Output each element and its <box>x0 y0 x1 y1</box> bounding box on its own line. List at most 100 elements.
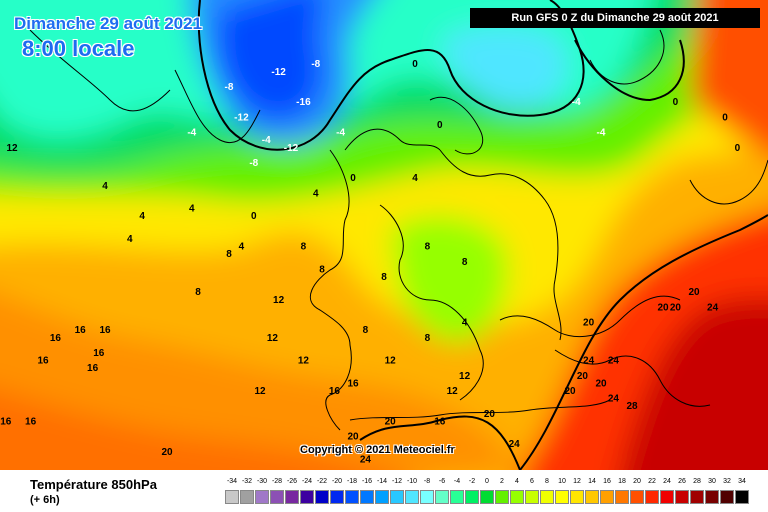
legend-swatch <box>300 490 314 504</box>
isotherm-label: -8 <box>225 82 234 93</box>
legend-tick: -12 <box>391 478 403 485</box>
isotherm-label: 4 <box>127 234 133 245</box>
isotherm-label: -12 <box>234 112 249 123</box>
isotherm-label: 8 <box>462 257 468 268</box>
isotherm-label: -4 <box>187 128 196 139</box>
isotherm-label: 12 <box>6 143 18 154</box>
isotherm-label: 16 <box>329 386 341 397</box>
map-date: Dimanche 29 août 2021 <box>14 14 203 33</box>
legend-swatch <box>480 490 494 504</box>
legend-swatch <box>675 490 689 504</box>
isotherm-label: 16 <box>25 416 37 427</box>
isotherm-labels: -8 -12 -8 -4 -12 -16 -4 -12 -8 -4 0 0 -4 -4 0 0 0 0 4 4 12 4 4… <box>0 59 740 465</box>
isotherm-label: 0 <box>350 173 356 184</box>
isotherm-zero-lines <box>197 0 768 470</box>
legend-tick: 28 <box>693 478 701 485</box>
legend-tick: -6 <box>438 478 446 485</box>
coastlines <box>29 29 768 431</box>
isotherm-label: 12 <box>254 386 266 397</box>
isotherm-label: -4 <box>262 135 271 146</box>
isotherm-label: 20 <box>688 287 700 298</box>
legend-tick: -16 <box>361 478 373 485</box>
isotherm-label: 16 <box>87 363 99 374</box>
isotherm-label: 20 <box>385 416 397 427</box>
isotherm-label: 12 <box>385 356 397 367</box>
forecast-step: (+ 6h) <box>30 494 60 506</box>
isotherm-label: -16 <box>296 97 311 108</box>
isotherm-label: 4 <box>102 181 108 192</box>
legend-tick: 24 <box>663 478 671 485</box>
isotherm-label: 0 <box>437 120 443 131</box>
isotherm-label: 20 <box>161 447 173 458</box>
legend-tick: 16 <box>603 478 611 485</box>
isotherm-label: 16 <box>93 348 105 359</box>
map-canvas: -8 -12 -8 -4 -12 -16 -4 -12 -8 -4 0 0 -4 -4 0 0 0 0 4 4 12 4 4… <box>0 0 768 470</box>
legend-tick: -24 <box>301 478 313 485</box>
legend-tick: 2 <box>500 478 504 485</box>
legend-swatch <box>585 490 599 504</box>
isotherm-label: -4 <box>597 128 606 139</box>
isotherm-label: 4 <box>462 318 468 329</box>
footer-bar: Température 850hPa (+ 6h) -34 -32 -30 -28 -2… <box>0 470 768 512</box>
legend-tick: 26 <box>678 478 686 485</box>
legend-swatch <box>540 490 554 504</box>
isotherm-label: 4 <box>239 242 245 253</box>
legend-swatch <box>450 490 464 504</box>
isotherm-label: 20 <box>577 371 589 382</box>
legend-tick: -10 <box>406 478 418 485</box>
variable-title: Température 850hPa <box>30 477 157 492</box>
legend-swatch <box>735 490 749 504</box>
run-info-banner: Run GFS 0 Z du Dimanche 29 août 2021 <box>470 8 760 28</box>
isotherm-label: 20 <box>583 318 595 329</box>
isotherm-label: -8 <box>311 59 320 70</box>
legend-tick: -32 <box>241 478 253 485</box>
legend-swatch <box>330 490 344 504</box>
legend-swatch <box>255 490 269 504</box>
legend-tick: 30 <box>708 478 716 485</box>
isotherm-label: 8 <box>301 242 307 253</box>
isotherm-label: 12 <box>459 371 471 382</box>
isotherm-label: 4 <box>189 204 195 215</box>
legend-swatch <box>225 490 239 504</box>
color-legend: -34 -32 -30 -28 -26 -24 -22 -20 -18 -16 -14 -12 -10-… <box>225 470 755 512</box>
legend-swatch <box>240 490 254 504</box>
legend-swatch <box>525 490 539 504</box>
legend-swatch <box>270 490 284 504</box>
isotherm-label: -8 <box>249 158 258 169</box>
isotherm-label: 12 <box>267 333 279 344</box>
isotherm-label: 20 <box>670 302 682 313</box>
legend-tick: -8 <box>423 478 431 485</box>
legend-swatch <box>435 490 449 504</box>
legend-tick: 10 <box>558 478 566 485</box>
legend-swatch <box>510 490 524 504</box>
legend-swatch <box>390 490 404 504</box>
isotherm-label: 4 <box>412 173 418 184</box>
isotherm-label: 28 <box>626 401 638 412</box>
legend-tick: 0 <box>485 478 489 485</box>
legend-tick: -20 <box>331 478 343 485</box>
isotherm-label: 8 <box>381 272 387 283</box>
legend-tick: 22 <box>648 478 656 485</box>
isotherm-label: 16 <box>37 356 49 367</box>
isotherm-label: 24 <box>509 439 521 450</box>
legend-tick: 20 <box>633 478 641 485</box>
legend-swatch <box>465 490 479 504</box>
legend-tick: -4 <box>453 478 461 485</box>
isotherm-label: -12 <box>271 67 286 78</box>
legend-tick: -34 <box>226 478 238 485</box>
temperature-field <box>0 0 768 470</box>
legend-tick: -2 <box>468 478 476 485</box>
legend-tick: 32 <box>723 478 731 485</box>
legend-swatch <box>660 490 674 504</box>
legend-swatch <box>315 490 329 504</box>
isotherm-label: 12 <box>298 356 310 367</box>
legend-swatch <box>405 490 419 504</box>
isotherm-label: 0 <box>251 211 257 222</box>
legend-swatch <box>645 490 659 504</box>
isotherm-label: 24 <box>608 356 620 367</box>
isotherm-label: 8 <box>195 287 201 298</box>
isotherm-label: 24 <box>608 394 620 405</box>
copyright-notice: Copyright © 2021 Meteociel.fr <box>300 444 455 456</box>
isotherm-label: 4 <box>313 188 319 199</box>
isotherm-label: 12 <box>273 295 285 306</box>
